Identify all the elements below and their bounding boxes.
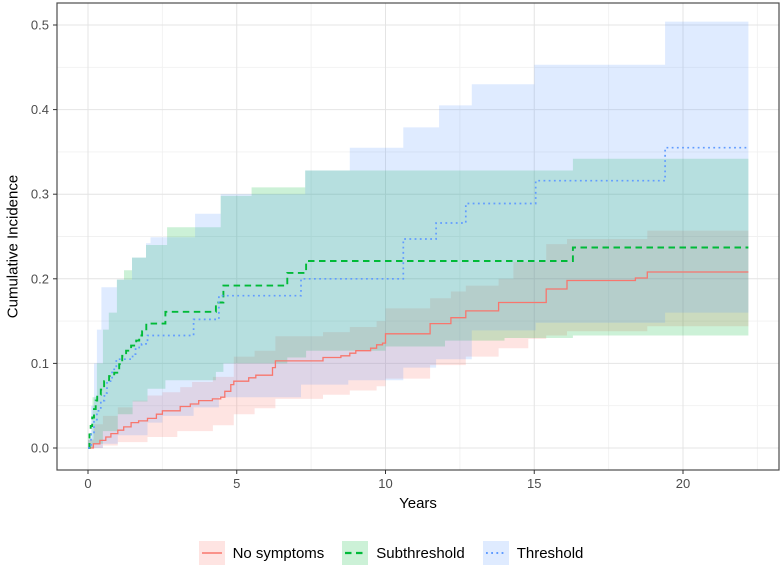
legend-label: Threshold [516, 544, 584, 562]
x-tick-labels: 0 5 10 15 20 [84, 476, 690, 491]
y-tick-label: 0.5 [31, 18, 49, 33]
x-tick-label: 5 [233, 476, 240, 491]
ci-band-no-symptoms [88, 230, 749, 448]
ci-band-subthreshold [88, 158, 749, 448]
x-tick-label: 0 [84, 476, 91, 491]
x-axis-title: Years [399, 495, 437, 512]
panel-border [56, 2, 780, 471]
y-tick-label: 0.1 [31, 356, 49, 371]
curve-threshold [88, 146, 749, 449]
y-tick-labels: 0.0 0.1 0.2 0.3 0.4 0.5 [31, 18, 49, 456]
legend-key-subthreshold-swatch [342, 541, 369, 565]
x-tick-label: 15 [527, 476, 541, 491]
curve-no-symptoms [88, 271, 749, 449]
x-tick-label: 10 [378, 476, 392, 491]
legend-item-no-symptoms: No symptoms [198, 541, 325, 565]
legend-label: No symptoms [232, 544, 325, 562]
ci-band-threshold [88, 21, 749, 448]
x-tick-label: 20 [676, 476, 690, 491]
legend: No symptoms Subthreshold Threshold [0, 539, 782, 567]
y-tick-label: 0.2 [31, 271, 49, 286]
y-tick-label: 0.4 [31, 102, 49, 117]
gridlines-minor [57, 3, 779, 470]
legend-key-no-symptoms-swatch [198, 541, 225, 565]
legend-key-threshold-swatch [482, 541, 509, 565]
curve-subthreshold [88, 246, 749, 449]
y-tick-label: 0.0 [31, 441, 49, 456]
gridlines-major [57, 3, 779, 470]
y-tick-label: 0.3 [31, 187, 49, 202]
legend-label: Subthreshold [376, 544, 465, 562]
y-axis-title: Cumulative Incidence [4, 174, 22, 319]
axis-ticks [53, 24, 684, 474]
legend-item-threshold: Threshold [482, 541, 584, 565]
legend-item-subthreshold: Subthreshold [342, 541, 465, 565]
